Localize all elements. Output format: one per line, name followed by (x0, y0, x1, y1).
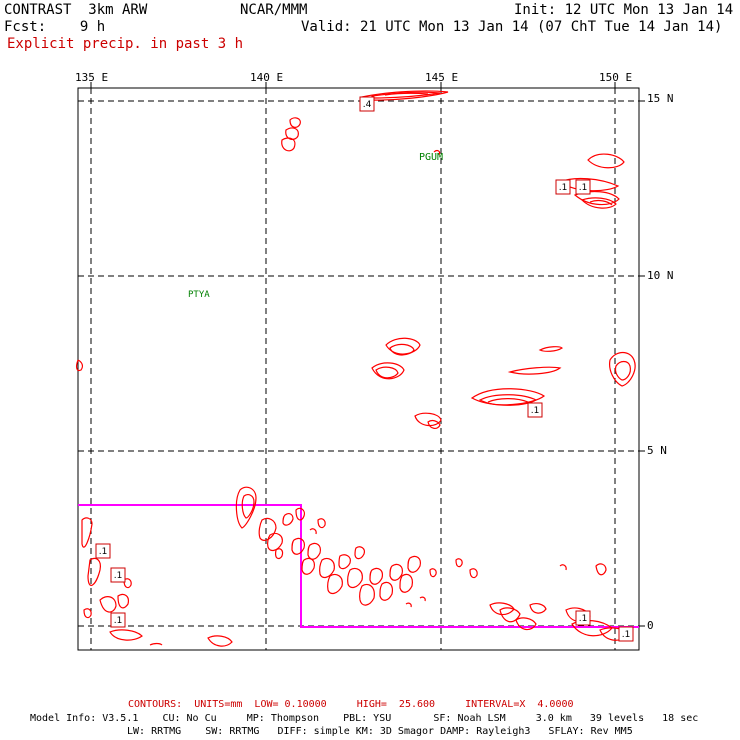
max-value-box: .1 (95, 543, 111, 559)
max-value-box: .1 (618, 626, 634, 642)
max-value-label: .1 (559, 183, 568, 193)
lat-label-10n: 10 N (647, 269, 674, 282)
lat-label-5n: 5 N (647, 444, 667, 457)
model-info-line2: LW: RRTMG SW: RRTMG DIFF: simple KM: 3D … (127, 726, 633, 737)
lat-label-eq: 0 (647, 619, 654, 632)
max-value-label: .4 (363, 100, 372, 110)
lon-label-140: 140 E (250, 71, 284, 84)
max-value-label: .1 (579, 614, 588, 624)
lon-label-145: 145 E (425, 71, 459, 84)
max-value-box: .1 (575, 610, 591, 626)
max-value-label: .1 (531, 406, 540, 416)
station-ptya: PTYA (188, 290, 210, 300)
max-value-box: .1 (575, 179, 591, 195)
lon-label-150: 150 E (599, 71, 633, 84)
graticule (78, 88, 639, 650)
map-frame (77, 87, 640, 651)
valid-time: Valid: 21 UTC Mon 13 Jan 14 (07 ChT Tue … (301, 19, 723, 35)
station-pgum: PGUM (419, 152, 444, 163)
max-value-label: .1 (114, 616, 123, 626)
lat-label-15n: 15 N (647, 92, 674, 105)
field-subtitle: Explicit precip. in past 3 h (7, 36, 244, 52)
max-value-box: .1 (527, 402, 543, 418)
contour-info: CONTOURS: UNITS=mm LOW= 0.10000 HIGH= 25… (128, 699, 574, 710)
max-value-box: .1 (555, 179, 571, 195)
lon-label-135: 135 E (75, 71, 109, 84)
forecast-hour: Fcst: 9 h (4, 19, 106, 35)
precip-contours (75, 90, 636, 647)
nested-domain-box (78, 504, 639, 628)
model-title: CONTRAST 3km ARW (4, 2, 148, 18)
max-value-box: .1 (110, 612, 126, 628)
max-value-label: .1 (579, 183, 588, 193)
frame-ticks (90, 82, 645, 627)
max-value-box: .1 (110, 567, 126, 583)
max-value-label: .1 (99, 547, 108, 557)
max-value-markers: .4 .1 .1 .1 .1 .1 .1 .1 .1 (95, 96, 634, 642)
init-time: Init: 12 UTC Mon 13 Jan 14 (514, 2, 734, 18)
max-value-label: .1 (622, 630, 631, 640)
center-label: NCAR/MMM (240, 2, 308, 18)
max-value-label: .1 (114, 571, 123, 581)
model-info-line1: Model Info: V3.5.1 CU: No Cu MP: Thompso… (30, 713, 699, 724)
max-value-box: .4 (359, 96, 375, 112)
